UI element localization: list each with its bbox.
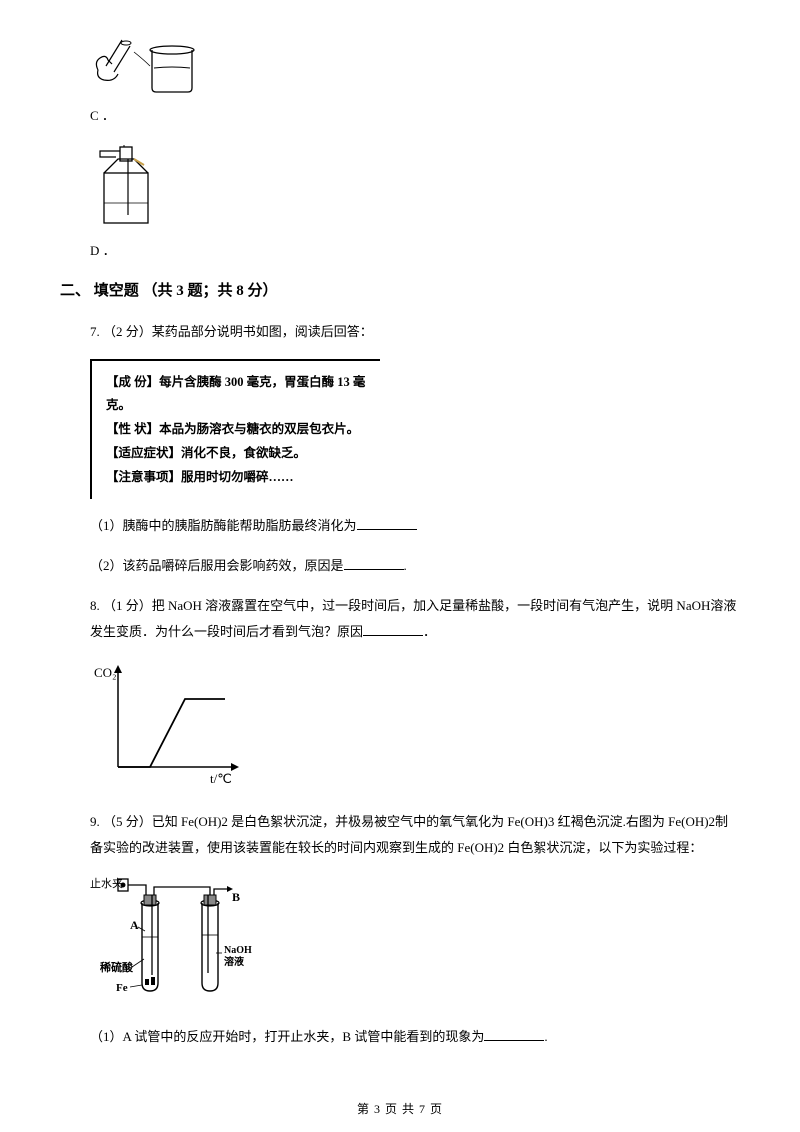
drug-line-3: 【适应症状】消化不良，食欲缺乏。 — [106, 442, 366, 466]
q9-clamp-label: 止水夹 — [90, 877, 123, 890]
q8-blank[interactable] — [363, 622, 423, 636]
q9-acid-label: 稀硫酸 — [100, 960, 134, 974]
q7-stem: 7. （2 分）某药品部分说明书如图，阅读后回答： — [90, 319, 740, 345]
option-d-block: D ． — [90, 145, 740, 260]
option-d-figure — [90, 145, 170, 235]
drug-line-2: 【性 状】本品为肠溶衣与糖衣的双层包衣片。 — [106, 418, 366, 442]
q9-fe-label: Fe — [116, 982, 128, 994]
q9-sub1-text: （1）A 试管中的反应开始时，打开止水夹，B 试管中能看到的现象为 — [90, 1029, 484, 1044]
page-footer: 第 3 页 共 7 页 — [0, 1100, 800, 1118]
drug-line-4: 【注意事项】服用时切勿嚼碎…… — [106, 466, 366, 490]
q9-b-label: B — [232, 890, 240, 904]
q7-sub1: （1）胰酶中的胰脂肪酶能帮助脂肪最终消化为 — [90, 513, 740, 539]
q7-sub2-blank[interactable] — [344, 556, 404, 570]
q8-ylabel: CO₂ — [94, 665, 117, 680]
q9-sub1-tail: . — [544, 1029, 547, 1044]
q9-naoh-label2: 溶液 — [224, 955, 244, 968]
drug-line-1: 【成 份】每片含胰酶 300 毫克，胃蛋白酶 13 毫克。 — [106, 371, 366, 419]
q9-apparatus: 止水夹 A B 稀硫酸 Fe NaOH 溶液 — [90, 875, 290, 1005]
option-c-figure — [90, 30, 210, 100]
option-d-label: D ． — [90, 241, 116, 261]
q7-sub1-text: （1）胰酶中的胰脂肪酶能帮助脂肪最终消化为 — [90, 518, 357, 533]
q8-chart-box: CO₂ t/℃ — [90, 659, 740, 795]
q9-sub1: （1）A 试管中的反应开始时，打开止水夹，B 试管中能看到的现象为. — [90, 1024, 740, 1050]
q7-sub2-tail: . — [404, 558, 407, 573]
q9-apparatus-box: 止水夹 A B 稀硫酸 Fe NaOH 溶液 — [90, 875, 740, 1011]
section-2-title: 二、 填空题 （共 3 题；共 8 分） — [60, 280, 740, 303]
q9-stem: 9. （5 分）已知 Fe(OH)2 是白色絮状沉淀，并极易被空气中的氧气氧化为… — [90, 809, 740, 861]
q9-a-label: A — [130, 918, 139, 932]
option-c-label: C ． — [90, 106, 115, 126]
q9-naoh-label: NaOH — [224, 945, 252, 956]
q8-stem: 8. （1 分）把 NaOH 溶液露置在空气中，过一段时间后，加入足量稀盐酸，一… — [90, 593, 740, 645]
q7-sub1-blank[interactable] — [357, 516, 417, 530]
option-c-block: C ． — [90, 30, 740, 125]
q7-sub2-text: （2）该药品嚼碎后服用会影响药效，原因是 — [90, 558, 344, 573]
q8-tail: ． — [423, 624, 436, 639]
q9-sub1-blank[interactable] — [484, 1027, 544, 1041]
q8-chart: CO₂ t/℃ — [90, 659, 250, 789]
q7-drug-label-box: 【成 份】每片含胰酶 300 毫克，胃蛋白酶 13 毫克。 【性 状】本品为肠溶… — [90, 359, 380, 500]
q7-sub2: （2）该药品嚼碎后服用会影响药效，原因是. — [90, 553, 740, 579]
q8-xlabel: t/℃ — [210, 771, 232, 786]
